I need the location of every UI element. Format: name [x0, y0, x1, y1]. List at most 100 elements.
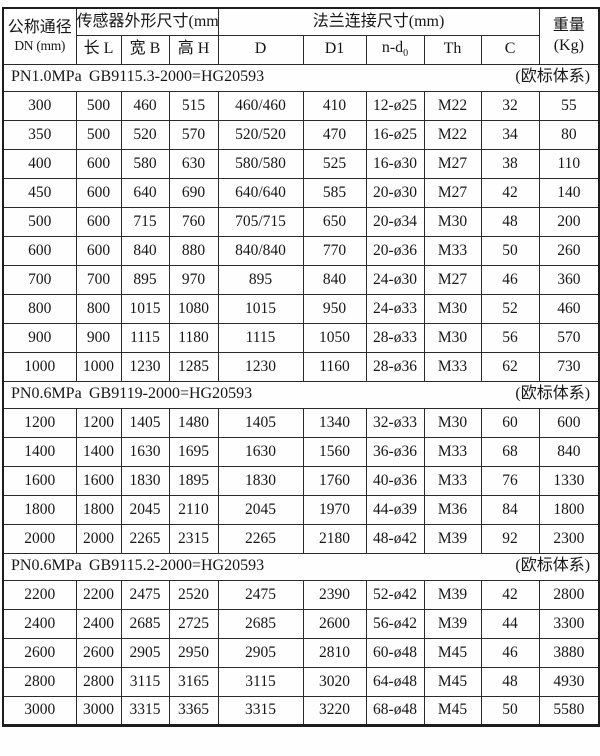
data-cell: 2520: [168, 579, 219, 610]
nominal-diameter-label: 公称通径: [7, 18, 72, 36]
data-cell: 2950: [168, 637, 219, 668]
data-cell: 800: [75, 293, 122, 324]
data-cell: 500: [2, 206, 77, 237]
standard-system-note: (欧标体系): [515, 385, 591, 403]
data-cell: 500: [75, 119, 122, 150]
data-cell: 1600: [2, 465, 77, 496]
data-cell: 570: [168, 119, 219, 150]
table-row: 1800 1800 2045 2110 2045 1970 44-ø39 M36 84 1800: [2, 494, 600, 525]
data-cell: 360: [538, 264, 600, 295]
section-cell: PN0.6MPa GB9119-2000=HG20593 (欧标体系): [2, 380, 600, 409]
header-group-sensor-dimensions: 传感器外形尺寸(mm): [75, 7, 219, 36]
data-cell: 1400: [2, 436, 77, 467]
data-cell: 55: [538, 90, 600, 121]
data-cell: 895: [120, 264, 170, 295]
data-cell: 32: [480, 90, 540, 121]
data-cell: 1800: [75, 494, 122, 525]
table-row: 2000 2000 2265 2315 2265 2180 48-ø42 M39 92 2300: [2, 523, 600, 554]
data-cell: 48-ø42: [365, 523, 425, 554]
header-cell-height: 高 H: [168, 34, 219, 65]
data-cell: 400: [2, 148, 77, 179]
data-cell: 2600: [302, 608, 367, 639]
data-cell: 580/580: [217, 148, 304, 179]
data-cell: 1895: [168, 465, 219, 496]
data-cell: 1405: [120, 407, 170, 438]
data-cell: 1000: [2, 351, 77, 382]
data-cell: 24-ø30: [365, 264, 425, 295]
data-cell: 2400: [75, 608, 122, 639]
data-cell: 28-ø33: [365, 322, 425, 353]
data-cell: 42: [480, 579, 540, 610]
data-cell: 20-ø34: [365, 206, 425, 237]
data-cell: 1200: [2, 407, 77, 438]
data-cell: 2400: [2, 608, 77, 639]
data-cell: 2110: [168, 494, 219, 525]
data-cell: M45: [423, 695, 482, 726]
data-cell: 600: [75, 177, 122, 208]
section-cell: PN1.0MPa GB9115.3-2000=HG20593 (欧标体系): [2, 63, 600, 92]
data-cell: M39: [423, 523, 482, 554]
data-cell: 200: [538, 206, 600, 237]
table-row: 1400 1400 1630 1695 1630 1560 36-ø36 M33 68 840: [2, 436, 600, 467]
data-cell: 840: [120, 235, 170, 266]
data-cell: 52-ø42: [365, 579, 425, 610]
data-cell: M45: [423, 637, 482, 668]
data-cell: 3115: [217, 666, 304, 697]
data-cell: 1200: [75, 407, 122, 438]
data-cell: 28-ø36: [365, 351, 425, 382]
standard-system-note: (欧标体系): [515, 68, 591, 86]
data-cell: 470: [302, 119, 367, 150]
data-cell: 760: [168, 206, 219, 237]
data-cell: 2810: [302, 637, 367, 668]
table-row: 900 900 1115 1180 1115 1050 28-ø33 M30 56 570: [2, 322, 600, 353]
data-cell: 600: [75, 235, 122, 266]
data-cell: 2315: [168, 523, 219, 554]
data-cell: 1695: [168, 436, 219, 467]
data-cell: 16-ø25: [365, 119, 425, 150]
data-cell: 50: [480, 235, 540, 266]
data-cell: 140: [538, 177, 600, 208]
data-cell: 1230: [120, 351, 170, 382]
data-cell: 2905: [120, 637, 170, 668]
data-cell: 1230: [217, 351, 304, 382]
data-cell: M27: [423, 148, 482, 179]
data-cell: 60: [480, 407, 540, 438]
table-row: 1200 1200 1405 1480 1405 1340 32-ø33 M30 60 600: [2, 407, 600, 438]
data-cell: 5580: [538, 695, 600, 726]
data-cell: 62: [480, 351, 540, 382]
weight-label: 重量: [552, 17, 585, 35]
table-row: 700 700 895 970 895 840 24-ø30 M27 46 360: [2, 264, 600, 295]
data-cell: M45: [423, 666, 482, 697]
data-cell: 1050: [302, 322, 367, 353]
data-cell: 20-ø36: [365, 235, 425, 266]
data-cell: 56-ø42: [365, 608, 425, 639]
data-cell: 600: [75, 148, 122, 179]
data-cell: 42: [480, 177, 540, 208]
data-cell: 500: [75, 90, 122, 121]
pressure-rating-label: PN0.6MPa: [11, 557, 82, 575]
data-cell: 92: [480, 523, 540, 554]
data-cell: 110: [538, 148, 600, 179]
data-cell: M30: [423, 322, 482, 353]
data-cell: 24-ø33: [365, 293, 425, 324]
table-row: 2200 2200 2475 2520 2475 2390 52-ø42 M39 42 2800: [2, 579, 600, 610]
data-cell: 1600: [75, 465, 122, 496]
data-cell: M22: [423, 90, 482, 121]
data-cell: 2000: [2, 523, 77, 554]
data-cell: 900: [75, 322, 122, 353]
data-cell: 1630: [217, 436, 304, 467]
data-cell: 2800: [75, 666, 122, 697]
data-cell: 585: [302, 177, 367, 208]
data-cell: 52: [480, 293, 540, 324]
data-cell: 12-ø25: [365, 90, 425, 121]
data-cell: 800: [2, 293, 77, 324]
data-cell: 730: [538, 351, 600, 382]
data-cell: M33: [423, 436, 482, 467]
header-cell-d1: D1: [302, 34, 367, 65]
data-cell: 3000: [2, 695, 77, 726]
data-cell: 520: [120, 119, 170, 150]
data-cell: 44: [480, 608, 540, 639]
data-cell: 56: [480, 322, 540, 353]
data-cell: 2685: [120, 608, 170, 639]
data-cell: 900: [2, 322, 77, 353]
